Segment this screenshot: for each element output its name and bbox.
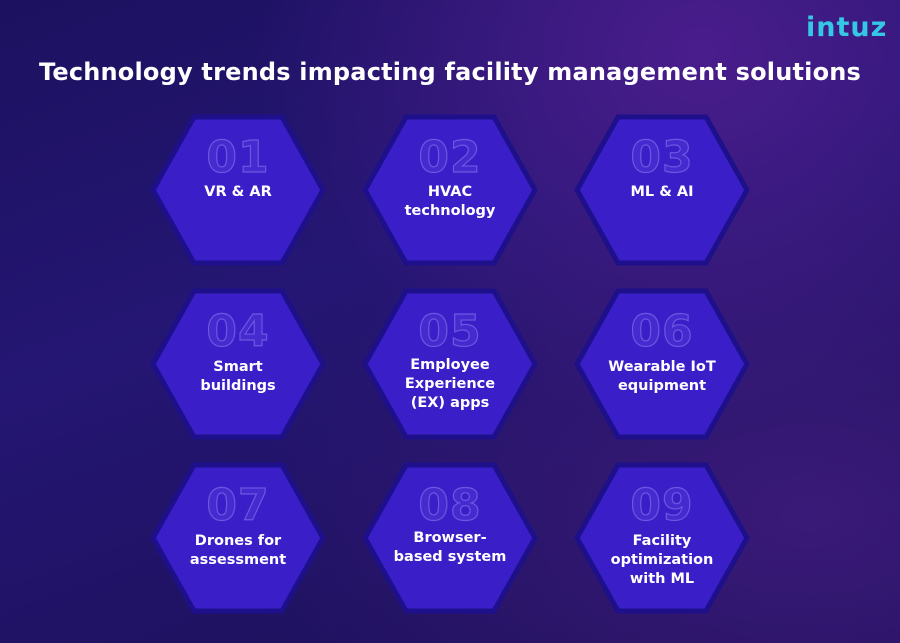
- trend-number: 07: [206, 479, 270, 531]
- trend-number: 04: [206, 305, 270, 357]
- trend-label: VR & AR: [204, 184, 272, 200]
- trend-label: Wearable IoT equipment: [608, 359, 716, 394]
- trend-number: 05: [418, 305, 482, 357]
- intuz-logo: intuz: [806, 12, 888, 43]
- trend-number: 08: [418, 479, 482, 531]
- trend-label: HVAC technology: [404, 184, 496, 219]
- hexagon-shape: [574, 114, 750, 266]
- hexagon-shape: [574, 462, 750, 614]
- trend-hex-08: 08 Browser-based system: [362, 462, 538, 614]
- trend-number: 06: [630, 305, 694, 357]
- hexagon-shape: [362, 462, 538, 614]
- trend-label: ML & AI: [630, 184, 694, 200]
- trend-label: Facility optimization with ML: [610, 533, 714, 587]
- trend-number: 03: [630, 131, 694, 183]
- trend-hex-06: 06 Wearable IoT equipment: [574, 288, 750, 440]
- hexagon-shape: [150, 462, 326, 614]
- trend-hex-09: 09 Facility optimization with ML: [574, 462, 750, 614]
- trend-number: 09: [630, 479, 694, 531]
- trend-hex-07: 07 Drones for assessment: [150, 462, 326, 614]
- trend-label: Drones for assessment: [189, 533, 287, 568]
- trend-hex-03: 03 ML & AI: [574, 114, 750, 266]
- trend-number: 02: [418, 131, 482, 183]
- trend-label: Browser-based system: [393, 530, 507, 565]
- hexagon-shape: [362, 288, 538, 440]
- trend-label: Smart buildings: [200, 359, 276, 394]
- page-title: Technology trends impacting facility man…: [38, 58, 862, 86]
- hexagon-shape: [362, 114, 538, 266]
- trend-hex-04: 04 Smart buildings: [150, 288, 326, 440]
- trend-label: Employee Experience (EX) apps: [404, 357, 496, 411]
- trend-hex-02: 02 HVAC technology: [362, 114, 538, 266]
- trend-number: 01: [206, 131, 270, 183]
- hexagon-shape: [150, 288, 326, 440]
- hexagon-shape: [150, 114, 326, 266]
- trend-hex-01: 01 VR & AR: [150, 114, 326, 266]
- hexagon-shape: [574, 288, 750, 440]
- trend-hex-05: 05 Employee Experience (EX) apps: [362, 288, 538, 440]
